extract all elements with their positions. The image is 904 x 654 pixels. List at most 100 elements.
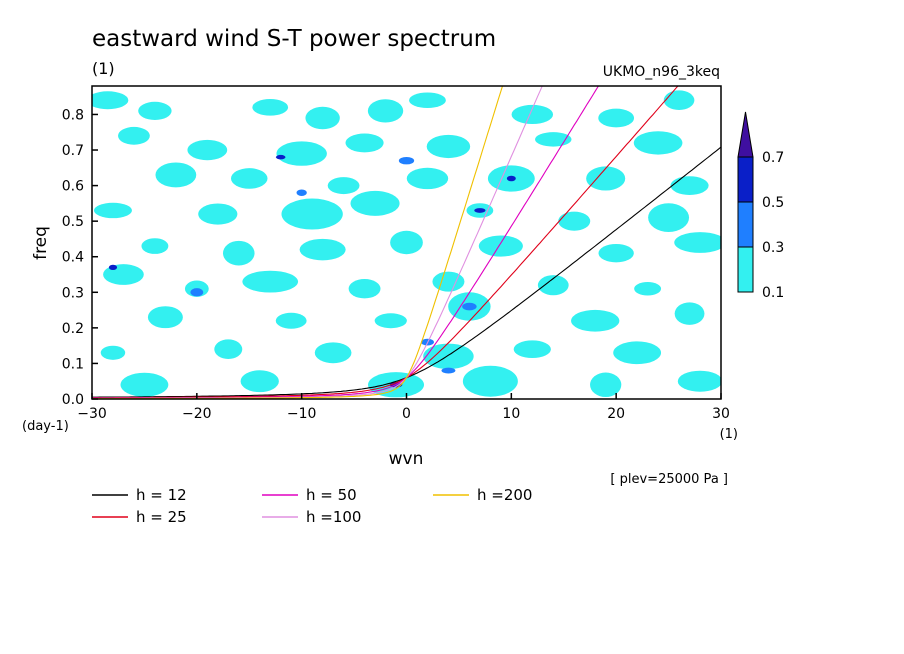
contour-blob <box>423 343 474 370</box>
contour-blob <box>374 313 407 329</box>
contour-blob <box>92 91 129 110</box>
x-axis: −30 −20 −10 0 10 20 30 <box>77 393 730 422</box>
contour-blob <box>409 92 446 109</box>
x-tick-label: 10 <box>502 406 520 422</box>
y-tick-label: 0.3 <box>62 285 84 301</box>
x-unit-label: (1) <box>720 427 738 442</box>
contour-blob <box>296 189 307 196</box>
y-tick-label: 0.8 <box>62 107 84 123</box>
contour-blob <box>634 282 662 296</box>
contour-blob <box>276 141 327 166</box>
contour-blob <box>474 208 486 213</box>
contour-blob <box>187 139 228 161</box>
y-unit-label: (day-1) <box>22 419 69 434</box>
contour-blob <box>275 312 307 329</box>
x-tick-label: 20 <box>607 406 625 422</box>
contour-blob <box>398 156 415 165</box>
contour-blob <box>348 279 381 299</box>
y-tick-label: 0.1 <box>62 356 84 372</box>
contour-blob <box>598 243 634 263</box>
contour-blob <box>537 275 569 296</box>
contour-fill-group <box>92 90 721 398</box>
contour-blob <box>390 230 423 255</box>
contour-blob <box>155 162 197 188</box>
contour-blob <box>108 264 118 271</box>
contour-blob <box>674 232 721 253</box>
contour-blob <box>230 168 268 189</box>
contour-blob <box>118 126 150 145</box>
contour-blob <box>93 202 132 219</box>
contour-blob <box>367 99 404 123</box>
contour-blob <box>141 238 169 254</box>
contour-blob <box>406 167 449 190</box>
y-tick-label: 0.5 <box>62 214 84 230</box>
contour-blob <box>633 131 683 155</box>
contour-blob <box>281 198 343 230</box>
colorbar-label: 0.3 <box>762 240 784 256</box>
colorbar: 0.1 0.3 0.5 0.7 <box>737 111 784 301</box>
x-tick-label: 30 <box>712 406 730 422</box>
legend-label: h =100 <box>306 508 361 526</box>
y-axis: 0.0 0.1 0.2 0.3 0.4 0.5 0.6 0.7 0.8 <box>62 107 98 408</box>
y-tick-label: 0.6 <box>62 179 84 195</box>
contour-blob <box>327 177 360 195</box>
contour-blob <box>214 339 243 360</box>
legend-label: h = 25 <box>136 508 187 526</box>
chart-subtitle-right: UKMO_n96_3keq <box>603 64 720 80</box>
contour-blob <box>511 104 554 125</box>
y-tick-label: 0.7 <box>62 143 84 159</box>
contour-blob <box>198 203 238 225</box>
x-axis-label: wvn <box>389 449 424 469</box>
contour-blob <box>677 370 721 392</box>
x-tick-label: −30 <box>77 406 107 422</box>
contour-blob <box>558 211 591 231</box>
y-tick-label: 0.2 <box>62 321 84 337</box>
colorbar-segment <box>737 201 754 248</box>
chart-subtitle-left: (1) <box>92 59 115 78</box>
legend-label: h = 12 <box>136 486 187 504</box>
contour-blob <box>350 190 400 216</box>
x-tick-label: 0 <box>402 406 411 422</box>
contour-blob <box>242 270 299 293</box>
contour-blob <box>586 166 626 191</box>
colorbar-extend-arrow <box>737 111 754 158</box>
x-tick-label: −10 <box>287 406 317 422</box>
x-tick-label: −20 <box>182 406 212 422</box>
contour-blob <box>462 365 518 397</box>
y-tick-label: 0.0 <box>62 392 84 408</box>
contour-blob <box>252 99 289 116</box>
contour-blob <box>441 367 456 374</box>
contour-blob <box>462 302 477 311</box>
contour-blob <box>426 134 471 159</box>
contour-blob <box>513 340 551 359</box>
legend: h = 12 h = 25 h = 50 h =100 h =200 <box>92 486 532 526</box>
contour-blob <box>275 154 286 160</box>
contour-blob <box>120 372 169 397</box>
contour-blob <box>299 238 346 261</box>
contour-blob <box>535 132 572 147</box>
legend-label: h = 50 <box>306 486 357 504</box>
contour-blob <box>190 288 204 297</box>
colorbar-label: 0.5 <box>762 195 784 211</box>
contour-blob <box>138 101 172 120</box>
contour-blob <box>590 372 622 398</box>
contour-blob <box>598 108 635 128</box>
contour-blob <box>100 345 126 360</box>
contour-blob <box>506 175 516 182</box>
contour-blob <box>240 370 279 393</box>
contour-blob <box>345 133 384 153</box>
contour-blob <box>613 341 662 365</box>
contour-blob <box>478 235 523 257</box>
colorbar-label: 0.7 <box>762 150 784 166</box>
colorbar-label: 0.1 <box>762 285 784 301</box>
colorbar-segment <box>737 156 754 203</box>
legend-label: h =200 <box>477 486 532 504</box>
contour-blob <box>674 302 705 325</box>
contour-blob <box>222 240 255 266</box>
y-tick-label: 0.4 <box>62 250 84 266</box>
contour-blob <box>571 309 620 332</box>
colorbar-segment <box>737 246 754 293</box>
contour-blob <box>670 176 709 195</box>
contour-blob <box>314 342 352 364</box>
